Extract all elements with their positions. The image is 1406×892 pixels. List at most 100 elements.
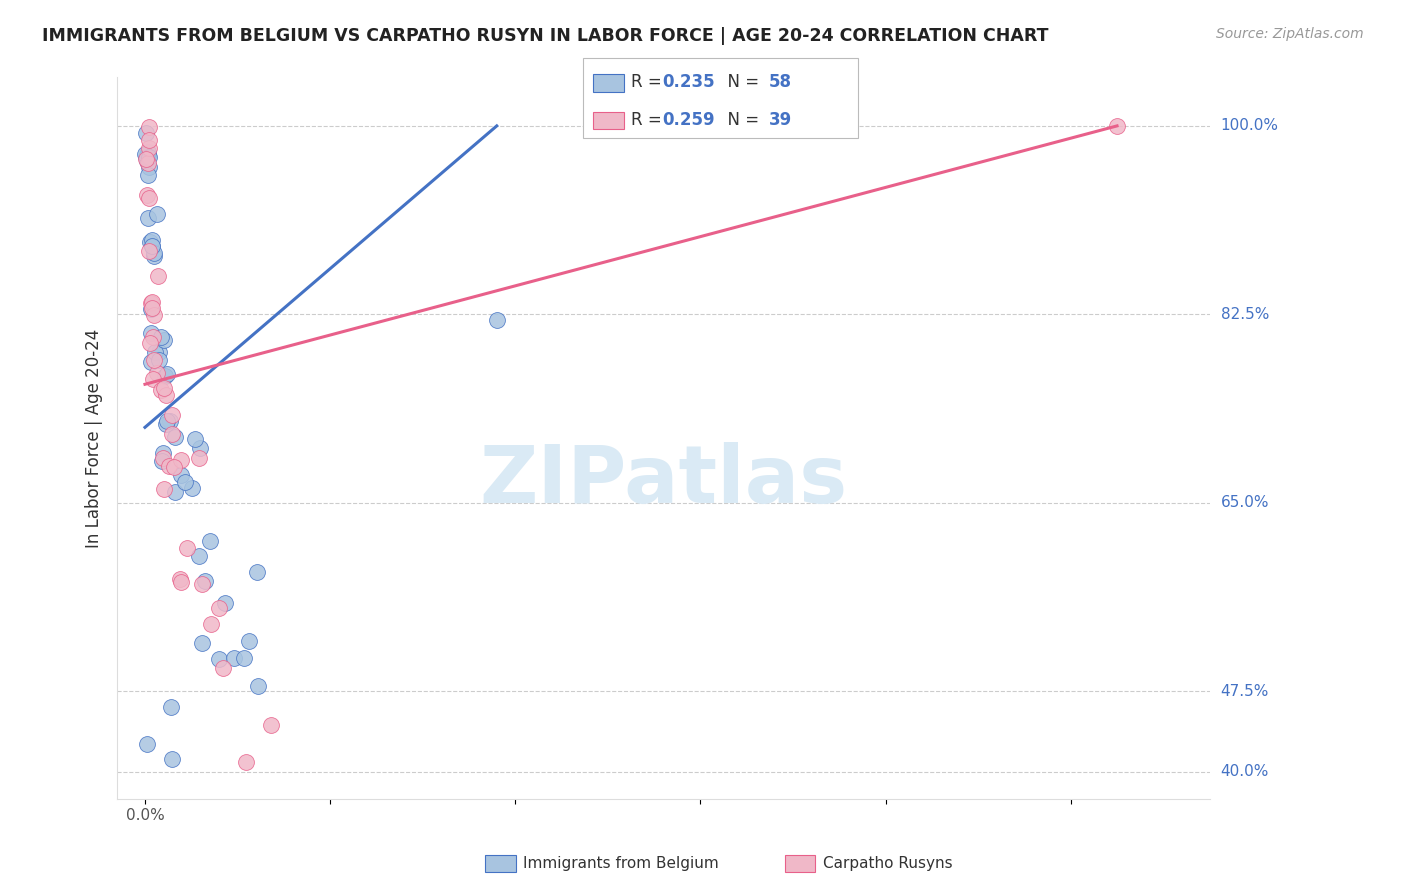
Point: [155, 417, 177, 431]
Point: [138, 148, 160, 162]
Point: [156, 414, 179, 428]
Point: [152, 446, 174, 460]
Text: Carpatho Rusyns: Carpatho Rusyns: [823, 856, 952, 871]
Point: [163, 460, 186, 475]
Point: [148, 353, 170, 368]
Point: [159, 699, 181, 714]
Point: [135, 126, 157, 140]
Point: [170, 468, 193, 483]
Point: [260, 718, 283, 732]
Point: [153, 381, 176, 395]
Point: [170, 575, 193, 590]
Point: [163, 484, 186, 499]
Point: [138, 150, 160, 164]
Text: 82.5%: 82.5%: [1220, 307, 1270, 322]
Point: [139, 235, 162, 249]
Point: [160, 752, 183, 766]
Point: [157, 458, 180, 473]
Point: [174, 475, 197, 490]
Point: [139, 295, 162, 310]
Point: [169, 572, 191, 586]
Text: 40.0%: 40.0%: [1220, 764, 1270, 780]
Text: N =: N =: [717, 112, 765, 129]
Text: 58: 58: [769, 73, 792, 91]
Point: [141, 239, 163, 253]
Point: [191, 636, 214, 650]
Point: [141, 295, 163, 310]
Point: [246, 566, 269, 580]
Text: IMMIGRANTS FROM BELGIUM VS CARPATHO RUSYN IN LABOR FORCE | AGE 20-24 CORRELATION: IMMIGRANTS FROM BELGIUM VS CARPATHO RUSY…: [42, 27, 1049, 45]
Point: [152, 450, 174, 465]
Point: [246, 679, 269, 693]
Point: [188, 451, 211, 466]
Point: [238, 634, 260, 648]
Point: [188, 549, 211, 564]
Point: [142, 372, 165, 386]
Point: [148, 344, 170, 359]
Point: [135, 152, 157, 166]
Point: [136, 155, 159, 169]
Text: R =: R =: [631, 73, 668, 91]
Point: [143, 353, 166, 368]
Point: [138, 141, 160, 155]
Point: [141, 239, 163, 253]
Y-axis label: In Labor Force | Age 20-24: In Labor Force | Age 20-24: [86, 328, 103, 548]
Point: [1105, 119, 1128, 133]
Point: [235, 755, 257, 769]
Point: [141, 233, 163, 247]
Point: [188, 441, 211, 455]
Point: [138, 120, 160, 134]
Point: [165, 430, 187, 444]
Point: [143, 249, 166, 263]
Text: 65.0%: 65.0%: [1220, 495, 1270, 510]
Point: [138, 160, 160, 174]
Text: 39: 39: [769, 112, 793, 129]
Point: [200, 616, 222, 631]
Point: [143, 344, 166, 359]
Text: Immigrants from Belgium: Immigrants from Belgium: [523, 856, 718, 871]
Point: [138, 244, 160, 258]
Point: [159, 413, 181, 427]
Point: [208, 652, 231, 666]
Text: ZIPatlas: ZIPatlas: [479, 442, 848, 520]
Point: [233, 651, 256, 665]
Point: [146, 269, 169, 284]
Point: [135, 153, 157, 168]
Point: [141, 330, 163, 344]
Point: [138, 191, 160, 205]
Point: [169, 453, 191, 467]
Point: [485, 312, 508, 326]
Point: [224, 651, 246, 665]
Point: [160, 408, 183, 422]
Point: [184, 432, 207, 446]
Text: 100.0%: 100.0%: [1220, 119, 1278, 134]
Point: [141, 326, 163, 340]
Text: 47.5%: 47.5%: [1220, 683, 1270, 698]
Point: [141, 301, 163, 315]
Point: [152, 483, 174, 497]
Point: [212, 661, 235, 675]
Text: 0.259: 0.259: [662, 112, 714, 129]
Point: [138, 133, 160, 147]
Point: [150, 454, 173, 468]
Point: [136, 737, 159, 751]
Point: [136, 211, 159, 226]
Text: N =: N =: [717, 73, 765, 91]
Point: [153, 334, 176, 348]
Point: [191, 577, 214, 591]
Point: [141, 355, 163, 369]
Point: [198, 533, 221, 548]
Point: [136, 145, 159, 160]
Point: [149, 383, 172, 397]
Point: [194, 574, 217, 589]
Point: [180, 481, 202, 495]
Point: [136, 168, 159, 182]
Point: [153, 369, 176, 384]
Text: R =: R =: [631, 112, 668, 129]
Point: [136, 187, 159, 202]
Point: [142, 245, 165, 260]
Point: [176, 541, 198, 556]
Point: [208, 600, 231, 615]
Text: 0.235: 0.235: [662, 73, 714, 91]
Point: [150, 329, 173, 343]
